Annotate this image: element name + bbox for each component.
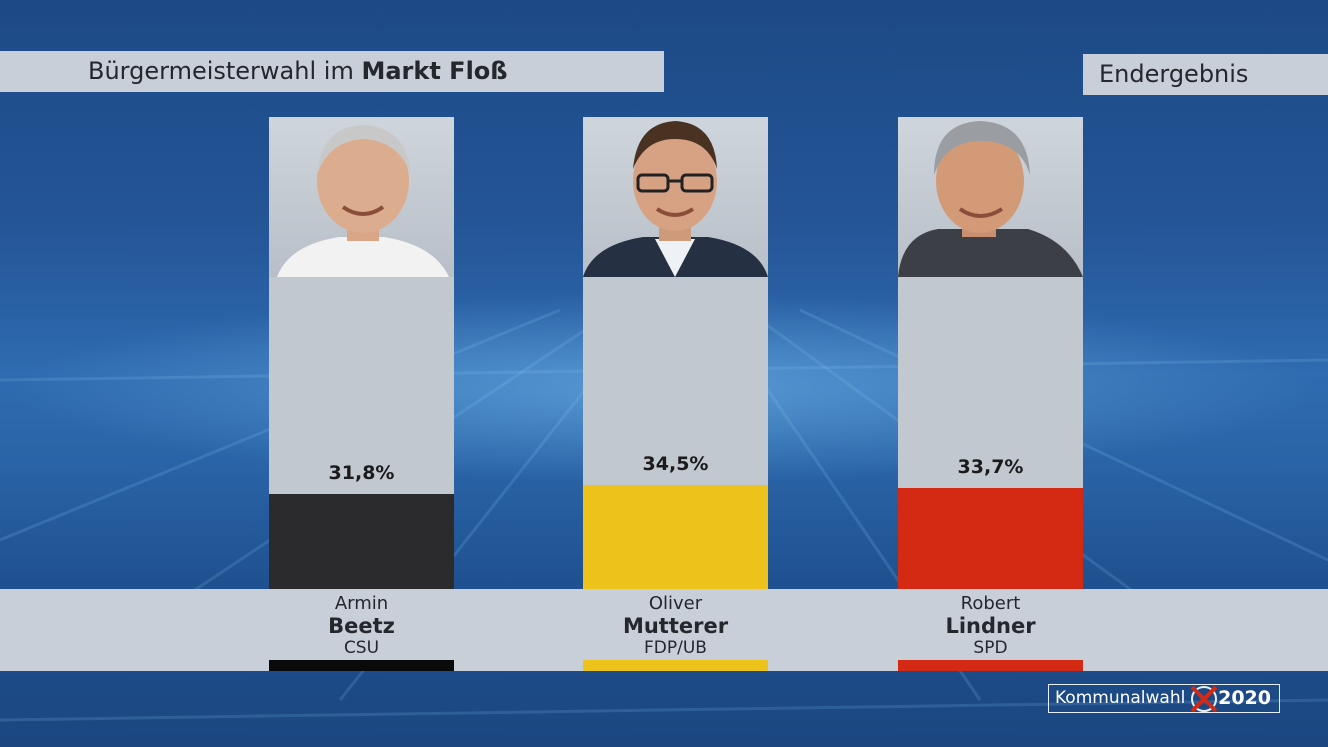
bar-beetz [269,494,454,589]
logo-year: 2020 [1218,687,1271,709]
candidate-column-lindner: 33,7% [898,117,1083,589]
title-place: Markt Floß [361,57,508,85]
bar-lindner [898,488,1083,589]
candidate-name-beetz: Armin Beetz CSU [269,589,454,671]
party-color-strip-fdp-ub [583,660,768,671]
result-status: Endergebnis [1083,54,1328,95]
percent-label-beetz: 31,8% [328,462,395,484]
last-name: Mutterer [622,614,729,638]
candidate-column-beetz: 31,8% [269,117,454,589]
candidate-name-mutterer: Oliver Mutterer FDP/UB [583,589,768,671]
candidate-photo-beetz [269,117,454,277]
kommunalwahl-logo: Kommunalwahl 2020 [1048,684,1280,713]
title-bar: Bürgermeisterwahl im Markt Floß [0,51,664,92]
party-color-strip-spd [898,660,1083,671]
title-prefix: Bürgermeisterwahl im [88,57,354,85]
party-color-strip-csu [269,660,454,671]
first-name: Robert [960,593,1021,614]
last-name: Lindner [945,614,1036,638]
candidate-name-lindner: Robert Lindner SPD [898,589,1083,671]
ballot-cross-icon [1190,685,1218,713]
percent-label-mutterer: 34,5% [642,453,709,475]
party-label: CSU [343,638,380,658]
logo-text: Kommunalwahl [1055,688,1186,708]
candidate-column-mutterer: 34,5% [583,117,768,589]
first-name: Oliver [648,593,703,614]
percent-label-lindner: 33,7% [957,456,1024,478]
party-label: SPD [973,638,1008,658]
candidate-photo-lindner [898,117,1083,277]
bar-mutterer [583,485,768,589]
last-name: Beetz [328,614,395,638]
candidate-photo-mutterer [583,117,768,277]
first-name: Armin [334,593,389,614]
name-strip [0,589,1328,671]
party-label: FDP/UB [644,638,707,658]
